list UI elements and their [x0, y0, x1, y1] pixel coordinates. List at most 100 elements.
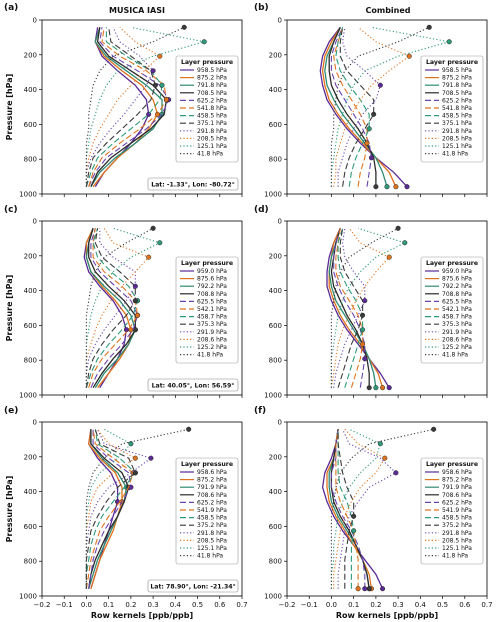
series-line [90, 228, 139, 388]
series-line [85, 429, 136, 589]
series-marker [366, 586, 372, 592]
series-marker [181, 24, 187, 30]
location-box-frame [147, 177, 239, 191]
series-line [85, 228, 136, 388]
legend-entry: 208.6 hPa [197, 336, 227, 343]
plot-frame [286, 220, 488, 396]
series-line [330, 227, 399, 388]
x-tick-label: 0.4 [415, 601, 427, 609]
series-line [88, 228, 139, 388]
series-marker [368, 155, 374, 161]
legend-entry: 875.2 hPa [442, 477, 472, 484]
series-marker [373, 385, 379, 391]
legend-box [420, 457, 484, 565]
series-line [335, 228, 364, 388]
legend-title: Layer pressure [426, 260, 478, 267]
legend-entry: 208.5 hPa [442, 537, 472, 544]
legend-title: Layer pressure [181, 260, 233, 267]
series-marker [371, 111, 377, 117]
series-line [337, 429, 355, 589]
legend-entry: 791.8 hPa [442, 82, 472, 89]
series-marker [360, 312, 366, 318]
legend-entry: 541.8 hPa [197, 105, 227, 112]
y-tick-label: 800 [24, 357, 37, 365]
legend-entry: 125.2 hPa [442, 344, 472, 351]
series-marker [380, 385, 386, 391]
series-marker [384, 184, 390, 190]
y-tick-label: 1000 [19, 593, 37, 601]
series-line [85, 27, 154, 187]
location-label: Lat: -1.33°, Lon: -80.72° [151, 180, 235, 188]
legend-entry: 375.2 hPa [442, 522, 472, 529]
y-tick-label: 1000 [19, 191, 37, 199]
series-marker [404, 184, 410, 190]
legend-entry: 708.6 hPa [442, 492, 472, 499]
series-line [337, 429, 355, 589]
legend-entry: 375.1 hPa [197, 120, 227, 127]
legend-entry: 541.9 hPa [197, 507, 227, 514]
legend-box [420, 256, 484, 364]
series-line [333, 26, 411, 187]
series-marker [135, 312, 141, 318]
x-tick-label: 0.3 [148, 601, 159, 609]
legend-entry: 125.1 hPa [442, 143, 472, 150]
panel-letter: (c) [4, 205, 18, 215]
legend-entry: 875.2 hPa [197, 477, 227, 484]
legend-entry: 208.6 hPa [442, 336, 472, 343]
legend-entry: 208.5 hPa [442, 135, 472, 142]
legend-entry: 208.5 hPa [197, 537, 227, 544]
legend-entry: 291.8 hPa [197, 128, 227, 135]
legend-entry: 208.5 hPa [197, 135, 227, 142]
x-tick-label: 0.6 [214, 601, 226, 609]
legend-entry: 375.2 hPa [197, 522, 227, 529]
legend-title: Layer pressure [181, 461, 233, 468]
x-tick-label: 0.3 [393, 601, 404, 609]
legend-entry: 375.3 hPa [442, 321, 472, 328]
legend-entry: 625.5 hPa [197, 298, 227, 305]
panels: (a) 0 200 400 600 800 1000 Pressure [hPa] Layer … [4, 3, 493, 620]
legend-title: Layer pressure [426, 59, 478, 66]
x-tick-label: −0.2 [34, 601, 51, 609]
y-tick-label: 800 [269, 558, 282, 566]
legend-entry: 958.5 hPa [197, 67, 227, 74]
series-marker [386, 254, 392, 260]
legend-entry: 541.9 hPa [442, 507, 472, 514]
y-tick-label: 200 [24, 453, 37, 461]
y-tick-label: 800 [24, 156, 37, 164]
x-tick-label: −0.1 [301, 601, 318, 609]
series-marker [362, 298, 368, 304]
panel-e: (e) −0.2 −0.1 0.0 0.1 0.2 0.3 0.4 0.5 0.6 0.7 0 200 4… [4, 406, 248, 620]
series-marker [382, 455, 388, 461]
y-tick-label: 0 [33, 17, 37, 25]
series-marker [355, 586, 361, 592]
legend-entry: 792.2 hPa [197, 283, 227, 290]
panel-letter: (d) [254, 205, 269, 215]
legend-entry: 458.5 hPa [197, 113, 227, 120]
location-box-frame [147, 378, 239, 392]
y-tick-label: 600 [24, 121, 37, 129]
y-tick-label: 200 [269, 252, 282, 260]
series-line [85, 228, 136, 389]
series-marker [157, 53, 163, 59]
x-tick-label: −0.1 [56, 601, 73, 609]
legend-entry: 542.1 hPa [442, 306, 472, 313]
location-box: Lat: 40.05°, Lon: 56.59° [147, 378, 239, 392]
series-marker [159, 82, 165, 88]
y-tick-label: 400 [269, 488, 282, 496]
legend-entry: 291.8 hPa [197, 530, 227, 537]
x-tick-label: 0.4 [170, 601, 182, 609]
y-tick-label: 600 [269, 322, 282, 330]
series-marker [351, 513, 357, 519]
x-tick-label: −0.2 [279, 601, 296, 609]
x-tick-label: 0.1 [348, 601, 359, 609]
legend-entry: 458.5 hPa [442, 515, 472, 522]
series-marker [132, 470, 138, 476]
legend-entry: 708.6 hPa [197, 492, 227, 499]
x-tick-label: 0.7 [481, 601, 492, 609]
y-tick-label: 1000 [264, 191, 282, 199]
